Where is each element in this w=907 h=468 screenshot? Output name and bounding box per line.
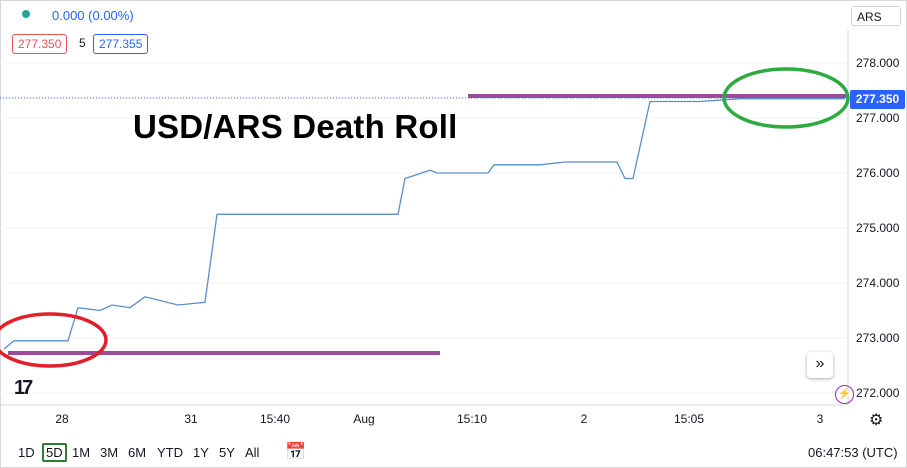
- bid-price-button[interactable]: 277.350: [12, 34, 68, 54]
- y-tick-label: 276.000: [856, 166, 900, 180]
- x-tick-label: 15:05: [673, 412, 705, 426]
- market-status-dot: [22, 10, 30, 18]
- range-button-5d[interactable]: 5D: [42, 443, 67, 462]
- overlay-title: USD/ARS Death Roll: [133, 108, 458, 145]
- x-tick-label: 15:40: [259, 412, 291, 426]
- lightning-icon[interactable]: ⚡: [835, 385, 854, 404]
- y-tick-label: 278.000: [856, 56, 900, 70]
- green-circle-annotation[interactable]: [722, 67, 850, 129]
- range-button-6m[interactable]: 6M: [128, 445, 147, 460]
- last-price-label: 277.350: [850, 90, 905, 109]
- grid-lines: [0, 62, 848, 394]
- x-tick-label: 31: [184, 412, 198, 426]
- price-change: 0.000 (0.00%): [52, 8, 134, 23]
- scroll-to-realtime-button[interactable]: »: [807, 352, 833, 378]
- gear-icon[interactable]: ⚙: [869, 412, 884, 429]
- ask-price-button[interactable]: 277.355: [93, 34, 149, 54]
- y-tick-label: 275.000: [856, 221, 900, 235]
- currency-selector[interactable]: ARS: [851, 6, 901, 26]
- y-tick-label: 273.000: [856, 331, 900, 345]
- x-tick-label: 3: [816, 412, 824, 426]
- x-tick-label: 2: [580, 412, 588, 426]
- x-tick-label: 15:10: [456, 412, 488, 426]
- range-button-3m[interactable]: 3M: [100, 445, 119, 460]
- range-button-1y[interactable]: 1Y: [193, 445, 209, 460]
- range-button-1d[interactable]: 1D: [18, 445, 35, 460]
- tradingview-logo-icon[interactable]: 17: [14, 377, 33, 399]
- spread-value: 5: [79, 36, 86, 50]
- red-circle-annotation[interactable]: [0, 312, 108, 368]
- price-series-line: [3, 98, 845, 350]
- y-tick-label: 277.000: [856, 111, 900, 125]
- utc-clock[interactable]: 06:47:53 (UTC): [808, 445, 898, 460]
- go-to-date-icon[interactable]: 📅: [285, 442, 307, 461]
- range-button-1m[interactable]: 1M: [72, 445, 91, 460]
- y-tick-label: 272.000: [856, 386, 900, 400]
- x-tick-label: Aug: [353, 412, 375, 426]
- y-tick-label: 274.000: [856, 276, 900, 290]
- range-button-5y[interactable]: 5Y: [219, 445, 235, 460]
- range-button-all[interactable]: All: [245, 445, 260, 460]
- range-button-ytd[interactable]: YTD: [157, 445, 183, 460]
- x-tick-label: 28: [55, 412, 69, 426]
